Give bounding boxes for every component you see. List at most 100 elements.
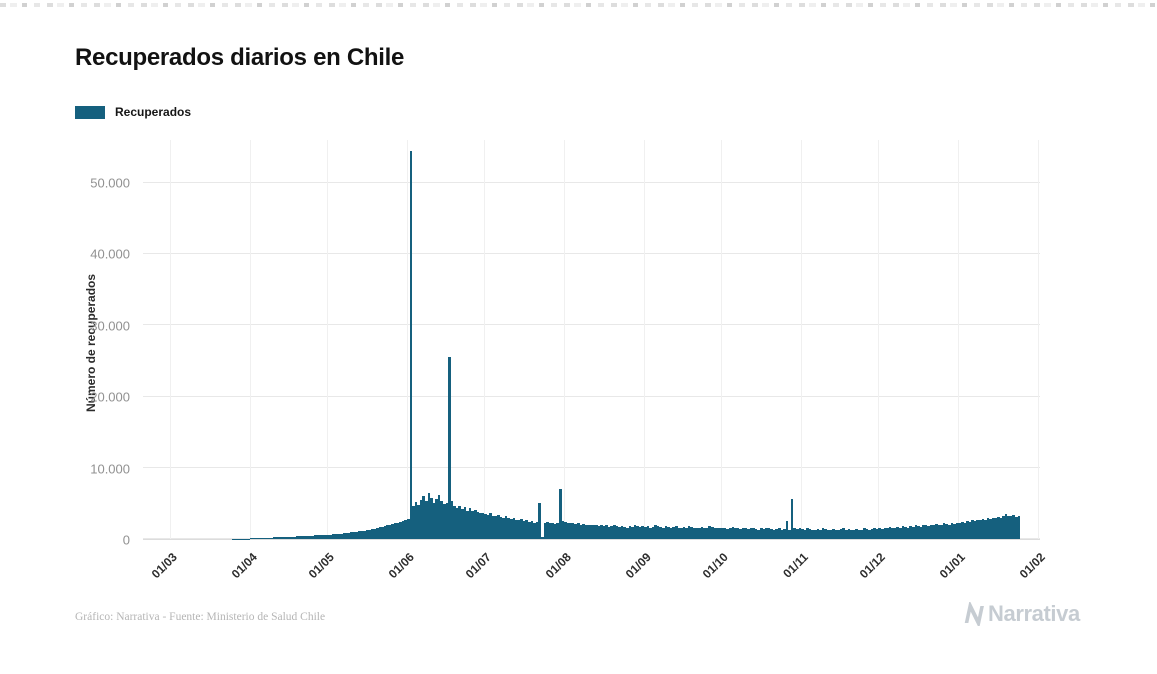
bar bbox=[801, 529, 804, 539]
bar bbox=[837, 530, 840, 539]
bar bbox=[561, 521, 565, 539]
bar bbox=[891, 527, 894, 539]
narrativa-logo: Narrativa bbox=[962, 601, 1080, 627]
bar bbox=[533, 522, 536, 539]
bar bbox=[754, 529, 758, 539]
bar bbox=[466, 510, 469, 539]
bar bbox=[249, 538, 253, 539]
bar bbox=[461, 509, 464, 539]
bar bbox=[633, 525, 637, 539]
bar bbox=[863, 528, 866, 539]
bar bbox=[718, 527, 722, 539]
bar bbox=[543, 523, 547, 539]
bar bbox=[437, 494, 441, 539]
bar bbox=[865, 529, 869, 539]
y-axis-labels: 0 10.000 20.000 30.000 40.000 50.000 bbox=[58, 140, 130, 547]
bar bbox=[311, 535, 315, 539]
bar bbox=[453, 505, 456, 539]
bar bbox=[726, 529, 730, 539]
bar bbox=[571, 522, 575, 539]
bar bbox=[1015, 516, 1018, 539]
bar bbox=[383, 526, 387, 539]
bar bbox=[613, 525, 616, 539]
bar bbox=[922, 525, 925, 539]
bar bbox=[370, 529, 374, 539]
bar bbox=[780, 529, 784, 539]
bar bbox=[669, 527, 673, 539]
bar bbox=[324, 534, 328, 539]
bar bbox=[510, 519, 513, 539]
bar bbox=[625, 527, 629, 539]
bar bbox=[582, 524, 585, 539]
bar bbox=[888, 526, 892, 539]
gridline-v bbox=[564, 140, 566, 539]
bar bbox=[703, 528, 706, 539]
bar bbox=[365, 530, 369, 539]
bar bbox=[687, 526, 691, 539]
x-tick-label: 01/04 bbox=[228, 550, 260, 582]
bar bbox=[772, 529, 776, 539]
bar bbox=[450, 501, 454, 539]
bar bbox=[319, 535, 322, 539]
bar bbox=[690, 526, 693, 539]
gridline-v bbox=[327, 140, 329, 539]
bar bbox=[999, 517, 1003, 539]
bar bbox=[424, 501, 428, 539]
bar bbox=[814, 530, 817, 539]
bar bbox=[1017, 516, 1021, 539]
bar bbox=[899, 527, 902, 539]
bar bbox=[937, 525, 941, 539]
bar bbox=[1007, 515, 1010, 539]
bar bbox=[285, 536, 289, 539]
bar bbox=[808, 529, 812, 539]
bar bbox=[829, 530, 833, 539]
bar bbox=[1012, 514, 1016, 539]
bar bbox=[589, 524, 593, 539]
bar bbox=[491, 515, 495, 539]
bar bbox=[473, 509, 477, 539]
bar bbox=[337, 533, 340, 539]
bar bbox=[489, 513, 492, 539]
x-tick-label: 01/01 bbox=[937, 550, 969, 582]
bar bbox=[618, 526, 621, 539]
bar bbox=[1004, 514, 1008, 539]
legend: Recuperados bbox=[75, 105, 191, 119]
bar bbox=[592, 525, 596, 539]
gridline-h bbox=[143, 466, 1040, 468]
bar bbox=[940, 524, 943, 539]
bar bbox=[909, 526, 912, 539]
bar bbox=[427, 492, 431, 539]
bar bbox=[873, 528, 876, 539]
bar bbox=[329, 534, 333, 539]
bar bbox=[994, 518, 997, 539]
bar bbox=[314, 535, 317, 539]
bar bbox=[546, 521, 549, 539]
bar bbox=[741, 527, 745, 539]
y-tick-label: 30.000 bbox=[90, 318, 130, 334]
bar bbox=[520, 519, 523, 539]
bar bbox=[643, 526, 647, 539]
bar bbox=[839, 529, 843, 539]
bar bbox=[770, 529, 773, 539]
bar bbox=[257, 538, 261, 539]
bar bbox=[602, 526, 606, 539]
bar bbox=[306, 535, 310, 539]
gridline-v bbox=[958, 140, 960, 539]
bar bbox=[267, 537, 271, 539]
narrativa-logo-text: Narrativa bbox=[988, 601, 1080, 626]
bar bbox=[409, 150, 413, 539]
bar bbox=[553, 524, 557, 539]
bar bbox=[736, 528, 740, 539]
bar bbox=[347, 532, 351, 539]
source-credit: Gráfico: Narrativa - Fuente: Ministerio … bbox=[75, 611, 326, 623]
bar bbox=[765, 527, 768, 539]
bar bbox=[641, 526, 644, 539]
bar bbox=[291, 536, 294, 539]
bar bbox=[731, 526, 735, 539]
bar bbox=[252, 538, 255, 539]
bar bbox=[798, 528, 802, 539]
x-tick-label: 01/05 bbox=[305, 550, 337, 582]
bar bbox=[355, 531, 358, 539]
bar bbox=[680, 528, 683, 539]
bar bbox=[960, 521, 964, 539]
